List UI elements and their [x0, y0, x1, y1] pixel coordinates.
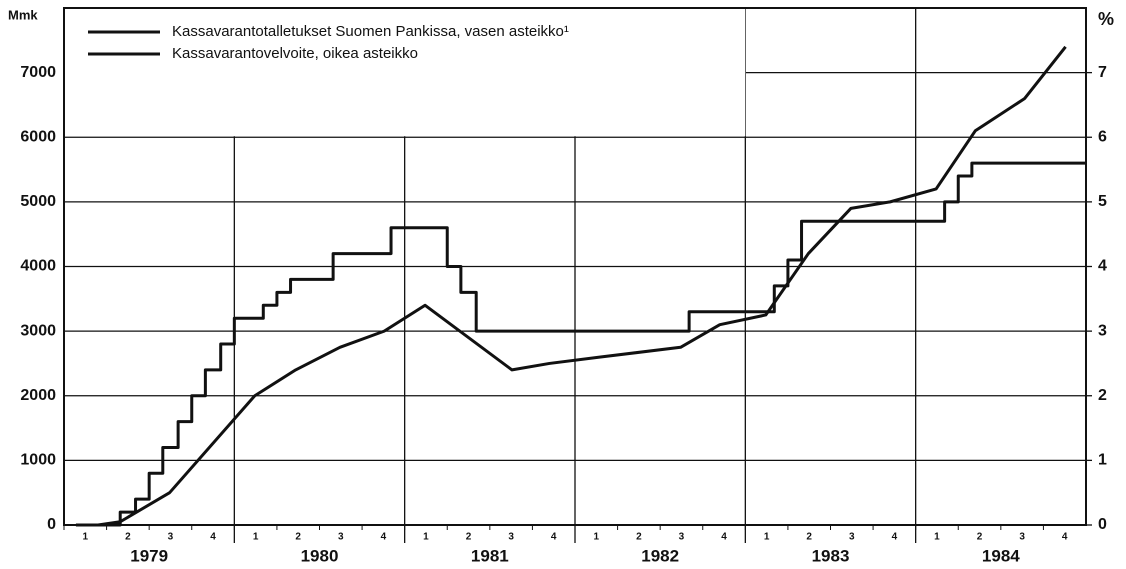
x-tick-label: 3 [508, 532, 514, 543]
x-tick-label: 4 [1062, 532, 1068, 543]
y-axis-label: Mmk [8, 7, 38, 22]
x-tick-label: 4 [551, 532, 557, 543]
y-tick-label: 1000 [20, 452, 56, 469]
x-tick-label: 4 [210, 532, 216, 543]
year-label: 1984 [982, 546, 1020, 565]
legend-box [65, 9, 746, 137]
y2-tick-label: 6 [1098, 128, 1107, 145]
year-label: 1983 [812, 546, 850, 565]
x-tick-label: 4 [721, 532, 727, 543]
x-tick-label: 1 [253, 532, 259, 543]
year-label: 1979 [130, 546, 168, 565]
y2-tick-label: 4 [1098, 258, 1107, 275]
x-tick-label: 4 [381, 532, 387, 543]
y-tick-label: 0 [47, 516, 56, 533]
x-tick-label: 1 [764, 532, 770, 543]
y2-tick-label: 1 [1098, 452, 1107, 469]
legend-label: Kassavarantotalletukset Suomen Pankissa,… [172, 23, 569, 40]
x-tick-label: 1 [934, 532, 940, 543]
x-tick-label: 3 [168, 532, 174, 543]
x-tick-label: 2 [466, 532, 472, 543]
y2-tick-label: 5 [1098, 193, 1107, 210]
year-label: 1981 [471, 546, 509, 565]
y-tick-label: 6000 [20, 128, 56, 145]
x-tick-label: 2 [636, 532, 642, 543]
y-tick-label: 4000 [20, 258, 56, 275]
x-tick-label: 3 [1019, 532, 1025, 543]
x-tick-label: 2 [295, 532, 301, 543]
y-tick-label: 2000 [20, 387, 56, 404]
x-tick-label: 2 [977, 532, 983, 543]
year-label: 1982 [641, 546, 679, 565]
y2-tick-label: 7 [1098, 64, 1107, 81]
x-tick-label: 4 [892, 532, 898, 543]
series-line [75, 161, 1086, 527]
x-tick-label: 1 [83, 532, 89, 543]
legend-label: Kassavarantovelvoite, oikea asteikko [172, 45, 418, 62]
y-tick-label: 5000 [20, 193, 56, 210]
y2-tick-label: 0 [1098, 516, 1107, 533]
x-tick-label: 3 [849, 532, 855, 543]
x-tick-label: 2 [125, 532, 131, 543]
y2-axis-label: % [1098, 9, 1114, 29]
x-tick-label: 3 [679, 532, 685, 543]
x-tick-label: 1 [594, 532, 600, 543]
x-tick-label: 2 [806, 532, 812, 543]
x-tick-label: 3 [338, 532, 344, 543]
y2-tick-label: 3 [1098, 322, 1107, 339]
y-tick-label: 7000 [20, 64, 56, 81]
series-line [97, 45, 1067, 527]
y-tick-label: 3000 [20, 322, 56, 339]
x-tick-label: 1 [423, 532, 429, 543]
y2-tick-label: 2 [1098, 387, 1107, 404]
year-label: 1980 [301, 546, 339, 565]
